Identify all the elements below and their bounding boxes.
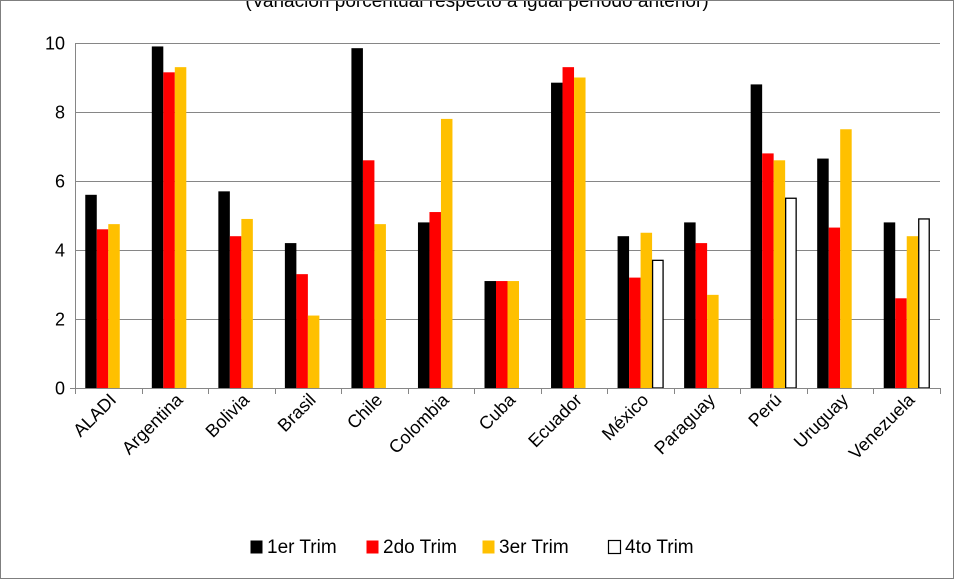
bar-1er-trim bbox=[617, 236, 630, 388]
x-tick-label: México bbox=[598, 390, 652, 444]
bar-3er-trim bbox=[773, 160, 786, 388]
bar-4to-trim bbox=[651, 259, 664, 389]
bar-1er-trim bbox=[417, 222, 430, 388]
legend-swatch bbox=[482, 540, 495, 554]
bar-3er-trim bbox=[241, 218, 253, 388]
x-tick-label: ALADI bbox=[69, 390, 120, 441]
bar-3er-trim bbox=[507, 281, 519, 388]
bar-2do-trim bbox=[362, 160, 375, 388]
x-tick-label: Venezuela bbox=[845, 389, 919, 463]
bar-1er-trim bbox=[218, 191, 230, 388]
legend-label: 2do Trim bbox=[383, 537, 457, 558]
legend-label: 1er Trim bbox=[267, 537, 337, 558]
x-tick-label: Colombia bbox=[385, 389, 454, 458]
bar-2do-trim bbox=[296, 274, 308, 388]
bar-2do-trim bbox=[429, 212, 441, 388]
x-tick-label: Argentina bbox=[118, 389, 187, 458]
bar-3er-trim bbox=[574, 77, 586, 388]
bar-2do-trim bbox=[496, 281, 508, 388]
y-tick-label: 2 bbox=[55, 310, 65, 330]
bar-3er-trim bbox=[707, 294, 719, 388]
bar-1er-trim bbox=[284, 243, 297, 388]
bar-2do-trim bbox=[629, 277, 641, 388]
bar-1er-trim bbox=[85, 194, 97, 388]
legend-swatch bbox=[250, 540, 263, 554]
legend-label: 4to Trim bbox=[625, 537, 694, 558]
y-tick-label: 10 bbox=[45, 34, 65, 54]
legend-label: 3er Trim bbox=[499, 537, 569, 558]
bar-2do-trim bbox=[562, 67, 575, 389]
x-tick-label: Chile bbox=[343, 390, 386, 433]
bar-4to-trim bbox=[785, 197, 797, 389]
bar-3er-trim bbox=[906, 236, 919, 388]
bar-2do-trim bbox=[828, 227, 841, 388]
bar-2do-trim bbox=[695, 243, 708, 388]
bar-2do-trim bbox=[163, 72, 175, 388]
bar-2do-trim bbox=[96, 229, 109, 388]
bar-1er-trim bbox=[817, 158, 829, 388]
x-tick-label: Bolivia bbox=[202, 389, 254, 441]
bar-4to-trim bbox=[918, 218, 930, 389]
x-tick-label: Perú bbox=[744, 390, 785, 431]
bar-1er-trim bbox=[484, 281, 496, 388]
x-tick-label: Cuba bbox=[475, 389, 520, 434]
bar-3er-trim bbox=[307, 315, 320, 388]
bar-3er-trim bbox=[374, 224, 386, 389]
bar-1er-trim bbox=[351, 48, 363, 389]
y-tick-label: 4 bbox=[55, 241, 65, 261]
x-tick-label: Brasil bbox=[274, 390, 320, 436]
bar-1er-trim bbox=[684, 222, 696, 388]
bar-1er-trim bbox=[750, 84, 763, 389]
bar-3er-trim bbox=[840, 129, 852, 388]
y-tick-label: 0 bbox=[55, 379, 65, 399]
bar-3er-trim bbox=[640, 232, 653, 388]
bar-3er-trim bbox=[440, 118, 453, 389]
bar-1er-trim bbox=[883, 222, 896, 388]
bar-1er-trim bbox=[551, 82, 563, 389]
legend-swatch bbox=[607, 539, 622, 555]
y-tick-label: 8 bbox=[55, 103, 65, 123]
x-tick-label: Uruguay bbox=[790, 390, 852, 452]
y-tick-label: 6 bbox=[55, 172, 65, 192]
x-tick-label: Ecuador bbox=[524, 390, 586, 452]
bar-2do-trim bbox=[895, 298, 907, 388]
x-tick-label: Paraguay bbox=[650, 390, 719, 459]
chart-subtitle: (Variación porcentual respecto a igual p… bbox=[245, 0, 709, 12]
legend-swatch bbox=[366, 540, 379, 554]
bar-1er-trim bbox=[151, 46, 164, 388]
bar-2do-trim bbox=[762, 153, 774, 388]
bar-3er-trim bbox=[108, 224, 120, 389]
bar-2do-trim bbox=[229, 236, 242, 388]
bar-3er-trim bbox=[174, 67, 187, 389]
